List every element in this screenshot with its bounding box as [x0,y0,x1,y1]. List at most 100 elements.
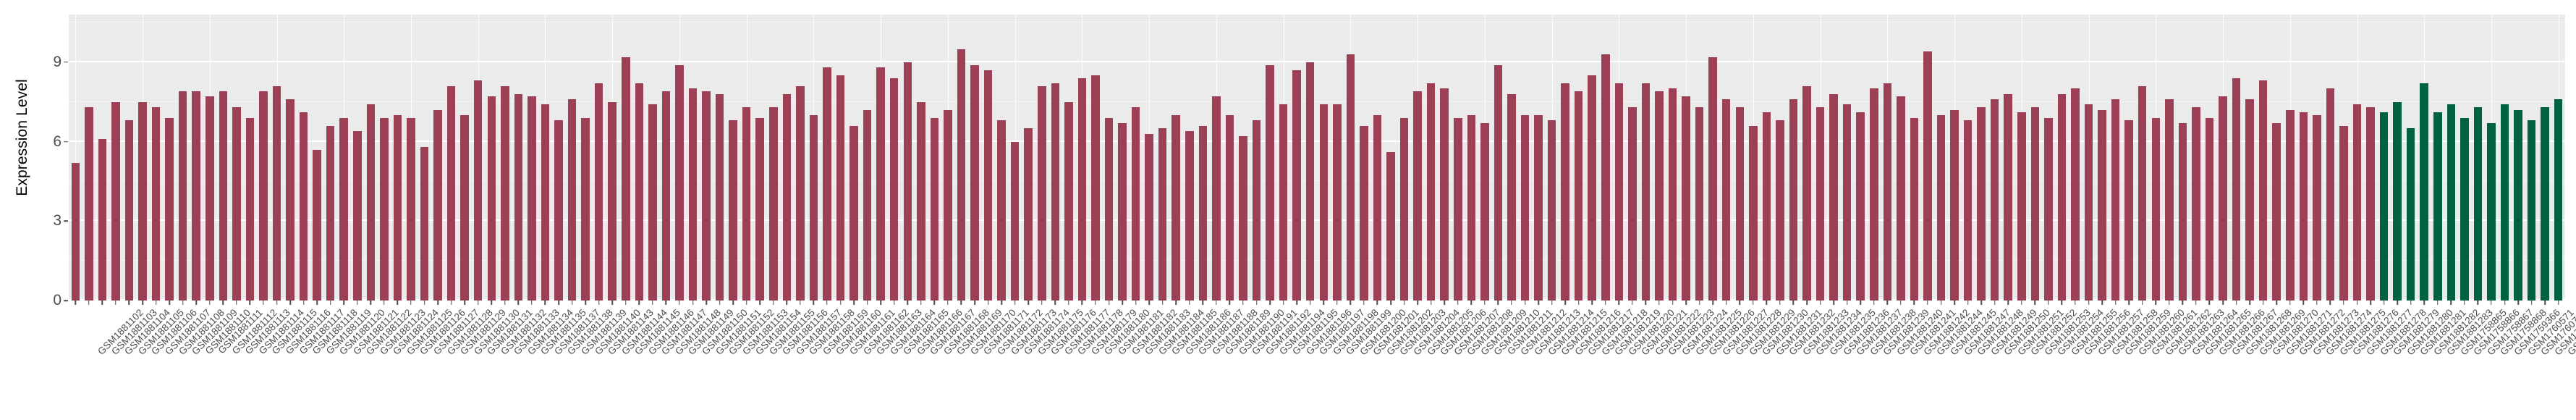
bar[interactable] [1333,104,1342,301]
bar[interactable] [1386,152,1395,301]
bar[interactable] [85,107,93,301]
bar[interactable] [903,62,912,301]
bar[interactable] [702,91,711,301]
bar[interactable] [2151,117,2161,301]
bar[interactable] [850,125,858,301]
bar[interactable] [608,101,617,301]
bar[interactable] [124,120,134,301]
bar[interactable] [1897,96,1905,301]
bar[interactable] [688,88,698,301]
bar[interactable] [2138,85,2147,301]
bar[interactable] [2541,107,2549,301]
bar[interactable] [111,101,120,301]
bar[interactable] [917,101,925,301]
bar[interactable] [1172,114,1180,301]
bar[interactable] [1104,117,1114,301]
bar[interactable] [420,146,429,301]
bar[interactable] [1977,107,1986,301]
bar[interactable] [2098,109,2106,301]
bar[interactable] [2446,104,2456,301]
bar[interactable] [1292,70,1301,301]
bar[interactable] [1198,125,1208,301]
bar[interactable] [219,91,228,301]
bar[interactable] [98,138,107,301]
bar[interactable] [1077,77,1087,301]
bar[interactable] [1628,107,1637,301]
bar[interactable] [2245,99,2254,301]
bar[interactable] [635,83,644,301]
bar[interactable] [1360,125,1368,301]
bar[interactable] [782,93,792,301]
bar[interactable] [299,112,308,301]
bar[interactable] [2379,112,2389,301]
bar[interactable] [2124,120,2133,301]
bar[interactable] [554,120,563,301]
bar[interactable] [1936,114,1946,301]
bar[interactable] [473,80,483,301]
bar[interactable] [1252,120,1261,301]
bar[interactable] [501,85,509,301]
bar[interactable] [567,99,577,301]
bar[interactable] [2286,109,2295,301]
bar[interactable] [1480,122,1489,301]
bar[interactable] [326,125,335,301]
bar[interactable] [1923,51,1932,301]
bar[interactable] [1454,117,1462,301]
bar[interactable] [944,109,952,301]
bar[interactable] [2111,99,2120,301]
bar[interactable] [1668,88,1677,301]
bar[interactable] [1091,75,1100,301]
bar[interactable] [997,120,1006,301]
bar[interactable] [2205,117,2214,301]
bar[interactable] [755,117,764,301]
bar[interactable] [192,91,200,301]
bar[interactable] [2071,88,2080,301]
bar[interactable] [1910,117,1919,301]
bar[interactable] [1212,96,1221,301]
bar[interactable] [245,117,255,301]
bar[interactable] [433,109,442,301]
bar[interactable] [1520,114,1530,301]
bar[interactable] [1816,107,1825,301]
bar[interactable] [622,56,630,301]
bar[interactable] [2057,93,2067,301]
bar[interactable] [2004,93,2012,301]
bar[interactable] [1051,83,1060,301]
bar[interactable] [366,104,376,301]
bar[interactable] [353,130,362,301]
bar[interactable] [2165,99,2174,301]
bar[interactable] [151,107,161,301]
bar[interactable] [2084,104,2093,301]
bar[interactable] [1655,91,1664,301]
bar[interactable] [1494,64,1503,301]
bar[interactable] [2178,122,2187,301]
bar[interactable] [2420,83,2428,301]
bar[interactable] [1145,133,1153,301]
bar[interactable] [286,99,295,301]
bar[interactable] [138,101,147,301]
bar[interactable] [1574,91,1583,301]
bar[interactable] [863,109,872,301]
bar[interactable] [675,64,684,301]
bar[interactable] [729,120,737,301]
bar[interactable] [1614,83,1624,301]
bar[interactable] [1601,54,1610,301]
bar[interactable] [1319,104,1329,301]
bar[interactable] [1131,107,1140,301]
bar[interactable] [2232,77,2241,301]
bar[interactable] [1118,122,1127,301]
bar[interactable] [1024,128,1033,301]
bar[interactable] [1440,88,1449,301]
bar[interactable] [1373,114,1382,301]
bar[interactable] [1883,83,1892,301]
bar[interactable] [1561,83,1569,301]
bar[interactable] [2030,107,2040,301]
bar[interactable] [178,91,187,301]
bar[interactable] [1279,104,1288,301]
bar[interactable] [446,85,456,301]
bar[interactable] [1708,56,1717,301]
bar[interactable] [1158,128,1167,301]
bar[interactable] [648,104,657,301]
bar[interactable] [232,107,241,301]
bar[interactable] [1266,64,1274,301]
